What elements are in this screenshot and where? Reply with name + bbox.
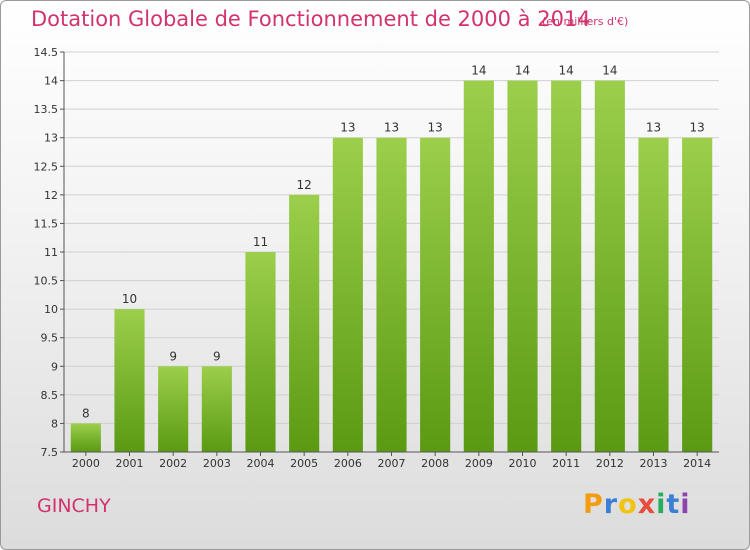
bar — [201, 366, 232, 452]
y-tick-label: 9.5 — [41, 332, 59, 345]
bar — [245, 252, 276, 452]
x-tick-label: 2010 — [509, 457, 537, 470]
y-tick-label: 10.5 — [34, 275, 59, 288]
bars — [70, 80, 713, 453]
bar-value-label: 8 — [82, 406, 90, 420]
bar-value-label: 13 — [690, 121, 705, 135]
axes — [60, 51, 719, 456]
bar — [682, 137, 713, 452]
x-tick-label: 2001 — [116, 457, 144, 470]
proxiti-logo[interactable]: Proxiti — [583, 489, 691, 520]
bar-value-label: 13 — [428, 121, 443, 135]
bar-value-label: 14 — [515, 64, 530, 78]
x-tick-label: 2004 — [247, 457, 275, 470]
bar-value-label: 13 — [646, 121, 661, 135]
y-tick-label: 10 — [44, 303, 58, 316]
bar — [507, 80, 538, 453]
x-tick-label: 2008 — [421, 457, 449, 470]
y-tick-label: 13.5 — [34, 103, 59, 116]
x-tick-label: 2003 — [203, 457, 231, 470]
x-tick-label: 2013 — [640, 457, 668, 470]
x-tick-label: 2002 — [159, 457, 187, 470]
bar — [594, 80, 625, 453]
x-tick-label: 2009 — [465, 457, 493, 470]
bar-value-label: 13 — [384, 121, 399, 135]
logo-letter: i — [680, 489, 691, 520]
y-tick-label: 13 — [44, 132, 58, 145]
x-tick-label: 2011 — [552, 457, 580, 470]
bar-value-label: 14 — [602, 64, 617, 78]
bar-value-label: 13 — [340, 121, 355, 135]
bar-value-label: 14 — [559, 64, 574, 78]
x-tick-label: 2014 — [683, 457, 711, 470]
y-tick-label: 9 — [51, 360, 58, 373]
logo-letter: r — [603, 489, 619, 520]
bar — [463, 80, 494, 453]
x-tick-label: 2007 — [378, 457, 406, 470]
logo-letter: P — [583, 489, 604, 520]
logo-letter: o — [618, 489, 638, 520]
x-tick-label: 2005 — [290, 457, 318, 470]
y-tick-label: 14 — [44, 75, 58, 88]
y-tick-label: 14.5 — [34, 46, 59, 59]
y-tick-label: 8 — [51, 417, 58, 430]
x-tick-label: 2000 — [72, 457, 100, 470]
labels: 7.5 8 8.5 9 9.5 10 10.5 11 11.5 12 12.5 13 13.5 14 14.… — [34, 46, 712, 470]
bar-value-label: 9 — [169, 349, 177, 363]
logo-letter: t — [666, 489, 681, 520]
bar — [114, 309, 145, 452]
bar — [332, 137, 363, 452]
bar-value-label: 12 — [297, 178, 312, 192]
bar — [289, 194, 320, 452]
chart-title: Dotation Globale de Fonctionnement de 20… — [31, 7, 591, 31]
bar-value-label: 11 — [253, 235, 268, 249]
y-tick-label: 12.5 — [34, 160, 59, 173]
bar — [420, 137, 451, 452]
x-tick-label: 2012 — [596, 457, 624, 470]
bar-value-label: 14 — [471, 64, 486, 78]
y-tick-label: 11 — [44, 246, 58, 259]
town-name: GINCHY — [37, 495, 111, 517]
logo-letter: i — [656, 489, 667, 520]
bar — [158, 366, 189, 452]
x-tick-label: 2006 — [334, 457, 362, 470]
bar-value-label: 10 — [122, 292, 137, 306]
y-tick-label: 7.5 — [41, 446, 59, 459]
y-tick-label: 8.5 — [41, 389, 59, 402]
y-tick-label: 11.5 — [34, 217, 59, 230]
bar — [551, 80, 582, 453]
bar — [70, 423, 101, 452]
logo-letter: x — [637, 489, 657, 520]
y-tick-label: 12 — [44, 189, 58, 202]
bar — [638, 137, 669, 452]
bar — [376, 137, 407, 452]
bar-value-label: 9 — [213, 349, 221, 363]
chart-subtitle: (en milliers d'€) — [542, 15, 629, 28]
